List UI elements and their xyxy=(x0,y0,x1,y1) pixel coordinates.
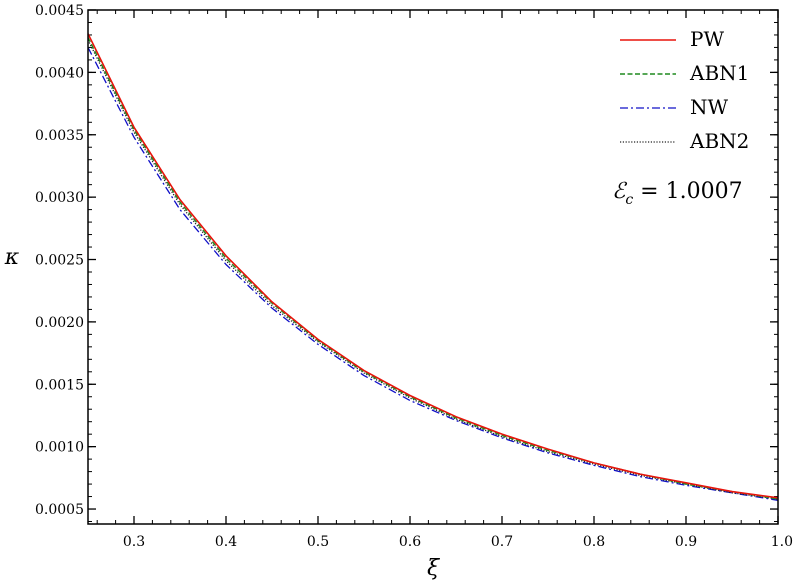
series-line-abn1 xyxy=(87,37,779,500)
legend-label-nw: NW xyxy=(690,95,729,119)
x-axis-title: ξ xyxy=(427,556,441,581)
series-line-abn2 xyxy=(87,39,779,500)
legend-label-abn2: ABN2 xyxy=(689,129,749,153)
series-lines xyxy=(87,33,779,501)
y-tick-label: 0.0025 xyxy=(35,253,84,269)
y-tick-label: 0.0020 xyxy=(35,315,84,331)
annotation-value: = 1.0007 xyxy=(633,179,742,204)
legend: PW ABN1 NW ABN2 xyxy=(620,27,749,153)
legend-label-pw: PW xyxy=(690,27,724,51)
y-tick-label: 0.0030 xyxy=(35,190,84,206)
energy-annotation: ℰc = 1.0007 xyxy=(612,179,743,208)
series-line-pw xyxy=(87,33,779,499)
minor-ticks xyxy=(88,9,779,524)
series-line-nw xyxy=(87,47,779,501)
x-tick-label: 0.8 xyxy=(583,534,605,550)
y-tick-label: 0.0035 xyxy=(35,128,84,144)
annotation-symbol: ℰ xyxy=(612,179,628,204)
x-tick-label: 0.7 xyxy=(491,534,513,550)
y-tick-label: 0.0040 xyxy=(35,65,84,81)
x-tick-labels: 0.3 0.4 0.5 0.6 0.7 0.8 0.9 1.0 xyxy=(123,534,793,550)
major-ticks xyxy=(88,9,779,524)
x-tick-label: 0.5 xyxy=(307,534,329,550)
y-axis-title: κ xyxy=(4,245,20,270)
x-tick-label: 0.3 xyxy=(123,534,145,550)
y-tick-label: 0.0045 xyxy=(35,3,84,19)
x-tick-label: 0.9 xyxy=(675,534,697,550)
y-tick-label: 0.0005 xyxy=(35,502,84,518)
x-tick-label: 0.4 xyxy=(215,534,237,550)
y-tick-label: 0.0010 xyxy=(35,440,84,456)
y-tick-label: 0.0015 xyxy=(35,377,84,393)
x-tick-label: 1.0 xyxy=(771,534,793,550)
y-tick-labels: 0.0005 0.0010 0.0015 0.0020 0.0025 0.0030 0.00… xyxy=(35,3,84,518)
plot-frame xyxy=(87,9,779,525)
legend-label-abn1: ABN1 xyxy=(689,61,749,85)
annotation-subscript: c xyxy=(625,192,633,208)
x-tick-label: 0.6 xyxy=(399,534,421,550)
